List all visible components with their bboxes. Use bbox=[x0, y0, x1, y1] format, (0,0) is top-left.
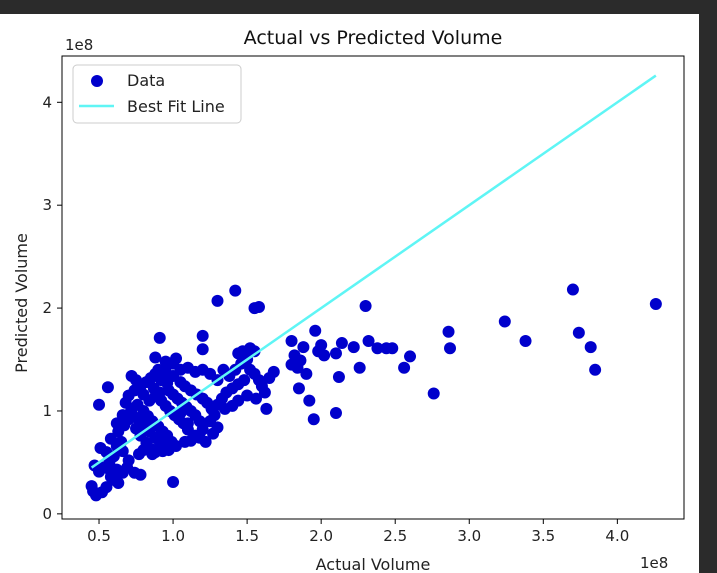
data-point bbox=[292, 382, 305, 395]
data-point bbox=[167, 475, 180, 488]
data-point bbox=[112, 476, 125, 489]
data-point bbox=[101, 381, 114, 394]
data-point bbox=[386, 342, 399, 355]
chart-figure: Actual vs Predicted Volume 1e8 1e8 Actua… bbox=[0, 14, 699, 573]
data-point bbox=[238, 374, 251, 387]
data-point bbox=[149, 367, 162, 380]
data-point bbox=[309, 324, 322, 337]
data-point bbox=[170, 352, 183, 365]
data-point bbox=[315, 339, 328, 352]
data-point bbox=[318, 349, 331, 362]
data-point bbox=[258, 386, 271, 399]
x-tick-label: 4.0 bbox=[605, 527, 629, 545]
data-point bbox=[329, 407, 342, 420]
data-point bbox=[85, 480, 98, 493]
data-point bbox=[252, 301, 265, 314]
data-point bbox=[335, 337, 348, 350]
data-point bbox=[218, 402, 231, 415]
data-point bbox=[199, 435, 212, 448]
legend-box bbox=[72, 64, 242, 124]
data-point bbox=[362, 335, 375, 348]
legend-label-best-fit: Best Fit Line bbox=[127, 97, 225, 116]
x-offset-label: 1e8 bbox=[640, 554, 668, 572]
axes: 0.5 1.0 1.5 2.0 2.5 3.0 3.5 4.0 0 1 2 3 4 bbox=[42, 55, 685, 545]
y-offset-label: 1e8 bbox=[65, 36, 93, 54]
data-point bbox=[211, 421, 224, 434]
data-point bbox=[566, 283, 579, 296]
data-point bbox=[162, 444, 175, 457]
y-tick-label: 2 bbox=[42, 299, 52, 317]
chart-title: Actual vs Predicted Volume bbox=[244, 27, 503, 49]
y-tick-label: 3 bbox=[42, 196, 52, 214]
data-point bbox=[519, 335, 532, 348]
data-point bbox=[307, 413, 320, 426]
data-point bbox=[303, 394, 316, 407]
x-tick-label: 1.0 bbox=[161, 527, 185, 545]
data-point bbox=[291, 361, 304, 374]
data-point bbox=[196, 329, 209, 342]
data-point bbox=[498, 315, 511, 328]
best-fit-line bbox=[90, 74, 657, 469]
legend-marker-data bbox=[91, 75, 103, 87]
x-tick-label: 2.0 bbox=[309, 527, 333, 545]
data-point bbox=[398, 361, 411, 374]
y-tick-label: 0 bbox=[42, 505, 52, 523]
data-point bbox=[347, 341, 360, 354]
data-point bbox=[267, 365, 280, 378]
data-point bbox=[130, 374, 143, 387]
data-point bbox=[100, 481, 113, 494]
data-point bbox=[297, 341, 310, 354]
x-tick-label: 0.5 bbox=[87, 527, 111, 545]
data-point bbox=[211, 294, 224, 307]
data-point bbox=[442, 325, 455, 338]
legend-label-data: Data bbox=[127, 71, 165, 90]
data-point bbox=[300, 367, 313, 380]
data-point bbox=[285, 335, 298, 348]
legend: Data Best Fit Line bbox=[72, 64, 242, 124]
data-point bbox=[124, 407, 137, 420]
data-point bbox=[181, 417, 194, 430]
x-tick-label: 3.5 bbox=[531, 527, 555, 545]
data-point bbox=[427, 387, 440, 400]
axes-frame bbox=[61, 55, 685, 520]
data-point bbox=[208, 409, 221, 422]
data-point bbox=[146, 448, 159, 461]
x-tick-label: 3.0 bbox=[457, 527, 481, 545]
data-point bbox=[649, 297, 662, 310]
data-point bbox=[153, 331, 166, 344]
data-point bbox=[572, 326, 585, 339]
data-point bbox=[371, 342, 384, 355]
data-point bbox=[353, 361, 366, 374]
data-point bbox=[159, 355, 172, 368]
data-point bbox=[149, 351, 162, 364]
data-point bbox=[332, 371, 345, 384]
data-point bbox=[93, 398, 106, 411]
data-point bbox=[119, 396, 132, 409]
data-point bbox=[241, 389, 254, 402]
data-point bbox=[260, 402, 273, 415]
data-point bbox=[174, 407, 187, 420]
data-point bbox=[110, 417, 123, 430]
x-tick-label: 2.5 bbox=[383, 527, 407, 545]
plot-area bbox=[85, 74, 662, 502]
data-point bbox=[104, 432, 117, 445]
data-point bbox=[116, 466, 129, 479]
data-point bbox=[232, 347, 245, 360]
data-point bbox=[444, 342, 457, 355]
y-tick-label: 1 bbox=[42, 402, 52, 420]
x-tick-label: 1.5 bbox=[235, 527, 259, 545]
data-point bbox=[229, 284, 242, 297]
data-point bbox=[134, 468, 147, 481]
data-point bbox=[359, 300, 372, 313]
data-point bbox=[589, 363, 602, 376]
scatter-chart: Actual vs Predicted Volume 1e8 1e8 Actua… bbox=[12, 27, 685, 573]
data-point bbox=[404, 350, 417, 363]
data-point bbox=[196, 343, 209, 356]
x-axis-label: Actual Volume bbox=[316, 555, 431, 573]
y-tick-label: 4 bbox=[42, 93, 52, 111]
data-point bbox=[584, 341, 597, 354]
data-point bbox=[329, 347, 342, 360]
y-axis-label: Predicted Volume bbox=[12, 233, 31, 373]
